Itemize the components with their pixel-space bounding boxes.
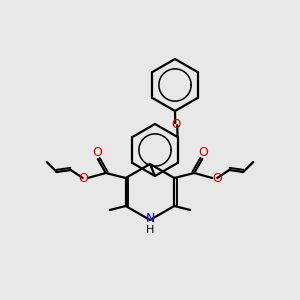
Text: O: O [172, 118, 181, 130]
Text: H: H [146, 225, 154, 235]
Text: O: O [78, 172, 88, 184]
Text: O: O [212, 172, 222, 184]
Text: N: N [145, 212, 155, 226]
Text: O: O [198, 146, 208, 158]
Text: O: O [92, 146, 102, 158]
